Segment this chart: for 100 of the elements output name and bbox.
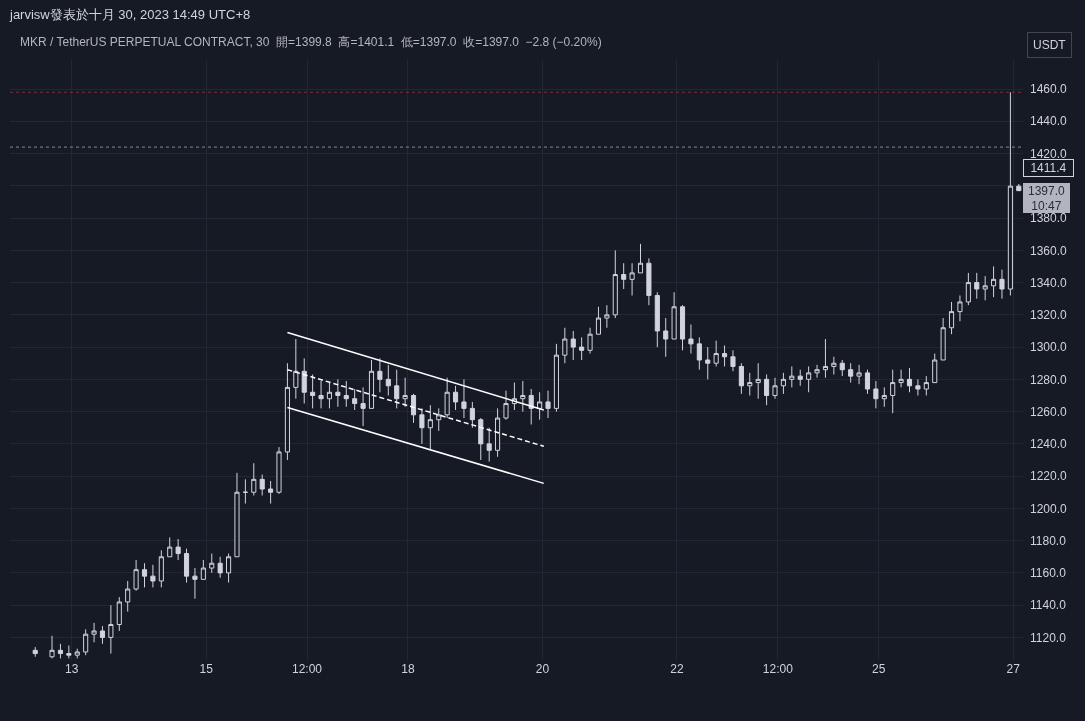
- candlestick: [242, 478, 248, 505]
- candlestick: [730, 349, 736, 372]
- y-tick-label: 1280.0: [1030, 372, 1068, 387]
- candlestick: [394, 369, 400, 409]
- text: 1411.4: [1030, 161, 1067, 175]
- candlestick: [385, 364, 391, 396]
- candlestick: [200, 559, 206, 580]
- candlestick: [864, 369, 871, 395]
- candlestick: [906, 367, 913, 393]
- candlestick: [562, 327, 568, 364]
- y-tick-label: 1360.0: [1030, 243, 1068, 258]
- y-tick-label: 1160.0: [1030, 566, 1067, 581]
- candlestick: [49, 635, 55, 659]
- candlestick: [452, 385, 459, 411]
- candlestick: [486, 427, 492, 463]
- candlestick: [797, 369, 803, 387]
- candlestick: [1007, 91, 1013, 296]
- candlestick: [276, 446, 282, 495]
- candlestick: [671, 291, 677, 340]
- candlestick: [478, 417, 484, 461]
- x-tick-label: 13: [64, 662, 79, 676]
- candlestick: [167, 536, 173, 558]
- candlestick: [831, 356, 837, 376]
- candlestick: [32, 646, 38, 658]
- candlestick: [822, 338, 828, 379]
- y-tick-label: 1460.0: [1030, 82, 1068, 97]
- y-tick-label: 1200.0: [1030, 501, 1068, 516]
- candlestick: [66, 644, 72, 659]
- candlestick: [570, 330, 576, 361]
- candlestick: [74, 648, 80, 659]
- candlestick: [141, 562, 148, 588]
- candlestick: [301, 357, 307, 405]
- candlestick: [755, 362, 761, 400]
- text: 10:47: [1031, 198, 1062, 213]
- candlestick: [183, 548, 190, 584]
- candlestick: [133, 559, 139, 592]
- y-tick-label: 1240.0: [1030, 437, 1068, 452]
- candlestick: [722, 344, 728, 367]
- y-tick-label: 1300.0: [1030, 340, 1068, 355]
- candlestick: [688, 324, 694, 355]
- candlestick: [503, 390, 509, 421]
- candlestick: [326, 382, 333, 409]
- candlestick: [991, 265, 997, 298]
- candlestick: [679, 304, 686, 351]
- candlestick: [158, 549, 164, 588]
- candlestick: [604, 304, 610, 329]
- candlestick: [318, 380, 324, 409]
- candlestick: [352, 388, 358, 411]
- candlestick: [612, 249, 618, 319]
- candlestick: [528, 388, 534, 426]
- candlestick: [856, 364, 862, 385]
- candlestick: [982, 275, 988, 301]
- candlestick: [377, 357, 383, 393]
- x-tick-label: 18: [401, 662, 415, 676]
- candlestick: [175, 538, 181, 561]
- candlestick: [125, 580, 131, 613]
- candlestick: [217, 556, 223, 579]
- candlestick: [444, 377, 450, 419]
- candlestick: [99, 625, 106, 645]
- x-tick-label: 22: [670, 662, 684, 676]
- candlestick: [579, 336, 585, 361]
- candlestick: [780, 372, 786, 395]
- candlestick: [1016, 183, 1022, 192]
- candlestick: [646, 257, 652, 306]
- candlestick: [108, 604, 114, 655]
- candlestick: [310, 374, 316, 409]
- candlestick: [259, 474, 265, 496]
- candlestick: [713, 340, 719, 367]
- y-tick-label: 1180.0: [1030, 533, 1067, 548]
- text: 1397.0: [1027, 183, 1066, 198]
- candlestick: [890, 369, 896, 414]
- candlestick: [226, 553, 232, 584]
- candlestick: [705, 346, 711, 380]
- candlestick: [999, 269, 1005, 300]
- candlestick: [57, 643, 63, 659]
- candlestick: [747, 372, 753, 396]
- candlestick: [629, 262, 635, 296]
- y-tick-label: 1120.0: [1030, 630, 1067, 645]
- candlestick: [116, 596, 122, 632]
- candlestick: [427, 404, 433, 451]
- x-tick-label: 15: [199, 662, 214, 676]
- candlestick: [957, 294, 963, 322]
- candlestick: [402, 377, 408, 408]
- candlestick: [343, 380, 349, 408]
- candlestick: [696, 336, 702, 371]
- candlestick: [268, 480, 274, 505]
- candlestick: [335, 378, 341, 408]
- candlestick: [806, 365, 812, 393]
- y-tick-label: 1320.0: [1030, 308, 1068, 323]
- candlestick: [192, 567, 198, 600]
- candlestick: [898, 369, 904, 388]
- candlestick: [814, 364, 820, 379]
- x-tick-label: 20: [535, 662, 550, 676]
- candlestick: [545, 390, 551, 419]
- candlestick: [368, 359, 375, 409]
- candlestick: [789, 365, 795, 388]
- candlestick: [738, 362, 744, 395]
- candlestick: [974, 272, 980, 300]
- y-tick-label: 1220.0: [1030, 469, 1068, 484]
- candlestick: [839, 359, 845, 377]
